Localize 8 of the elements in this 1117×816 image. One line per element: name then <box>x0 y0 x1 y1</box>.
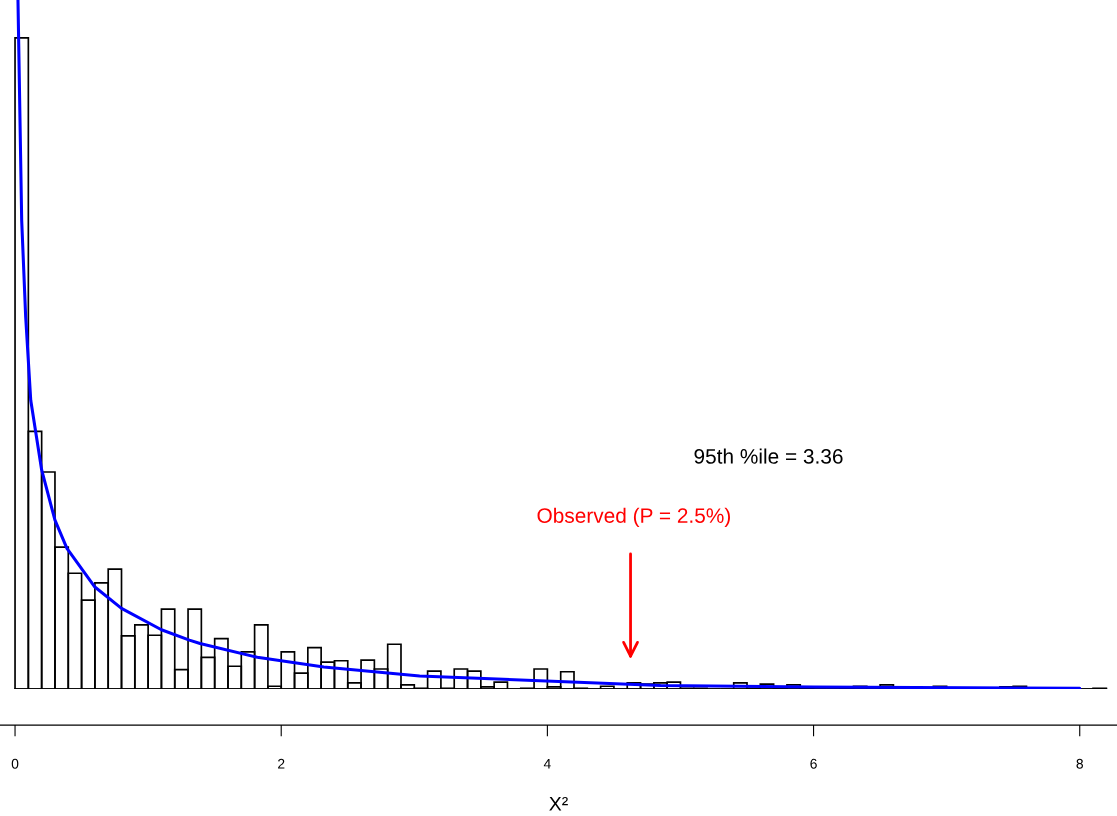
annotation: Observed (P = 2.5%) <box>537 507 730 528</box>
x-tick-label: 4 <box>543 758 551 769</box>
x-axis-title: X² <box>549 796 568 811</box>
x-tick-label: 6 <box>810 758 817 769</box>
x-tick-label: 0 <box>11 758 19 769</box>
x-tick-label: 2 <box>278 758 285 769</box>
x-tick-label: 8 <box>1076 758 1083 769</box>
annotation: 95th %ile = 3.36 <box>694 448 843 464</box>
